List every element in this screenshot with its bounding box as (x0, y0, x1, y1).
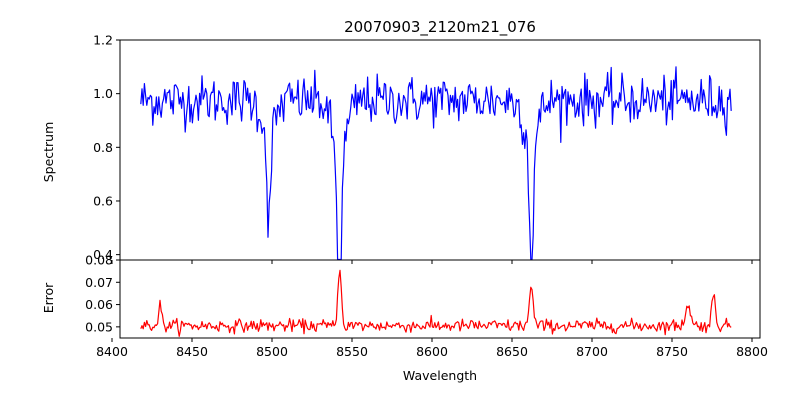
spectrum-y-axis-label: Spectrum (41, 122, 56, 183)
x-axis-label: Wavelength (403, 368, 477, 383)
x-tick-label: 8500 (256, 344, 288, 359)
x-tick-label: 8750 (656, 344, 688, 359)
y-tick-label: 1.2 (93, 33, 113, 48)
error-axes-frame (119, 259, 761, 339)
y-tick-label: 0.06 (85, 297, 113, 312)
spectrum-chart-title: 20070903_2120m21_076 (344, 18, 536, 37)
y-tick-label: 0.6 (93, 193, 113, 208)
x-tick-label: 8400 (96, 344, 128, 359)
x-tick-label: 8700 (576, 344, 608, 359)
error-panel: 8400 8450 8500 8550 8600 8650 8700 8750 8800 0.05… (85, 253, 768, 360)
x-tick-label: 8550 (336, 344, 368, 359)
y-tick-label: 0.8 (93, 140, 113, 155)
x-tick-label: 8650 (496, 344, 528, 359)
x-tick-label: 8800 (736, 344, 768, 359)
x-tick-label: 8600 (416, 344, 448, 359)
y-tick-label: 0.05 (85, 319, 113, 334)
y-tick-label: 1.0 (93, 86, 113, 101)
error-y-axis-label: Error (41, 282, 56, 313)
y-tick-label: 0.08 (85, 253, 113, 268)
y-tick-label: 0.07 (85, 275, 113, 290)
x-tick-label: 8450 (176, 344, 208, 359)
spectrum-series-line-0 (140, 66, 732, 261)
y-tick-label: 0.4 (93, 247, 113, 262)
error-series-line-0 (140, 269, 732, 337)
